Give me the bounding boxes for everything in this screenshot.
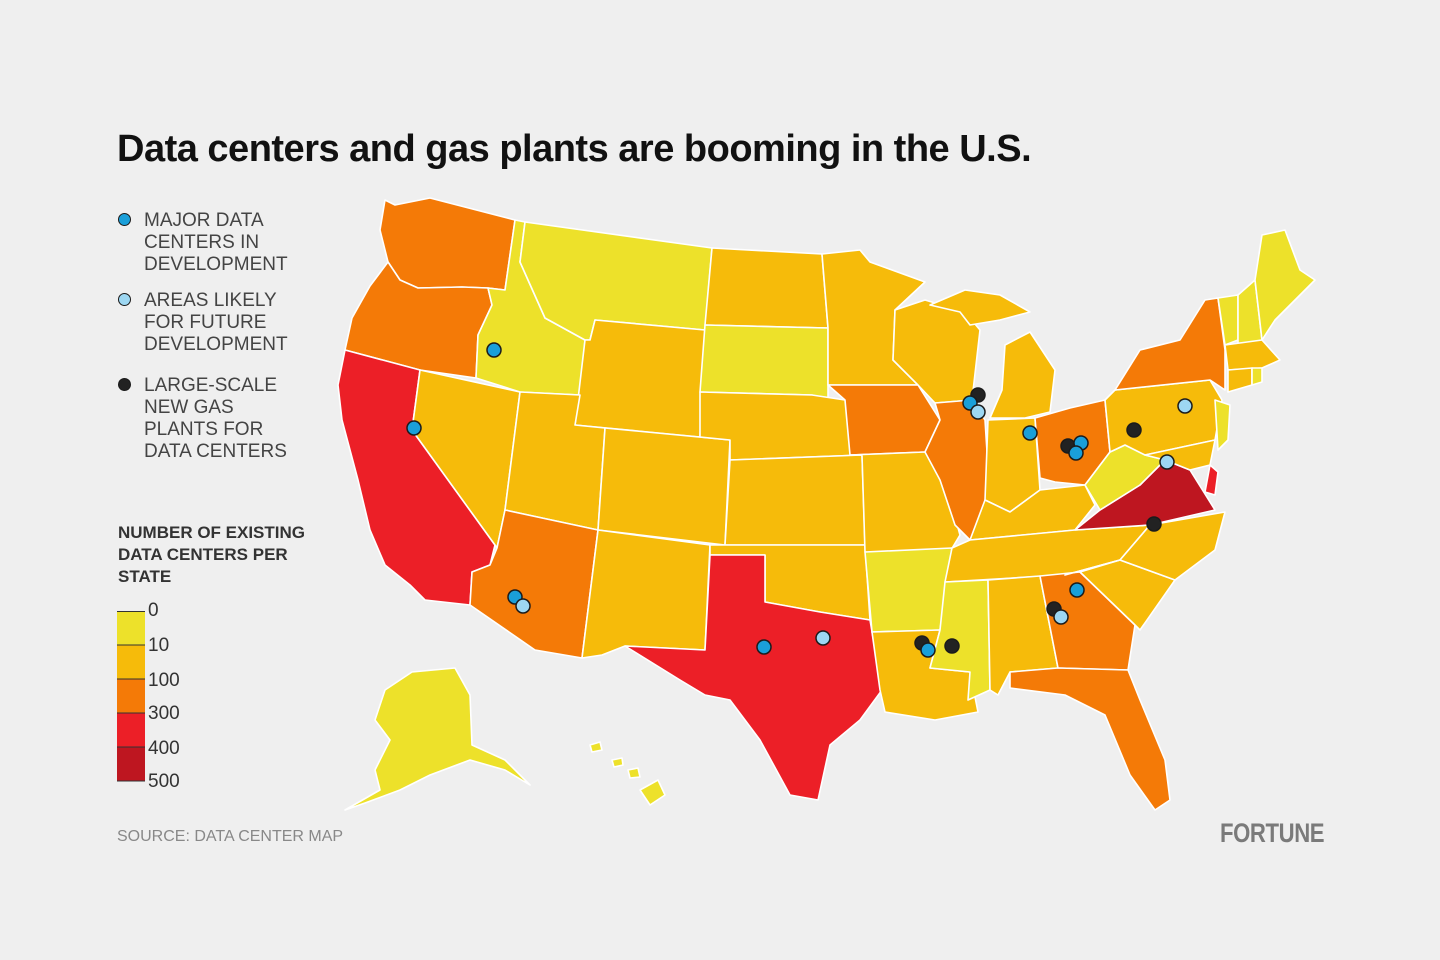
state-massachusetts — [1224, 339, 1281, 371]
scale-label-300: 300 — [148, 703, 180, 724]
state-maine — [1254, 229, 1316, 341]
marker-future-maryland — [1159, 454, 1175, 470]
scale-label-10: 10 — [148, 635, 170, 656]
state-rhode-island — [1251, 367, 1263, 386]
state-washington — [379, 197, 516, 291]
state-kansas — [724, 454, 866, 546]
state-arkansas — [864, 547, 953, 633]
page-title: Data centers and gas plants are booming … — [117, 128, 1032, 170]
marker-major-idaho — [486, 342, 502, 358]
state-texas — [624, 554, 883, 801]
state-north-carolina — [1064, 511, 1226, 581]
source-note: SOURCE: DATA CENTER MAP — [117, 828, 344, 845]
legend-label: LARGE-SCALE NEW GAS PLANTS FOR DATA CENT… — [144, 375, 287, 462]
state-wyoming — [574, 319, 706, 438]
state-hawaii-islands — [589, 741, 641, 779]
marker-gas-pennsylvania — [1126, 422, 1142, 438]
marker-gas-virginia — [1146, 516, 1162, 532]
marker-major-texas — [756, 639, 772, 655]
marker-future-pennsylvania — [1177, 398, 1193, 414]
scale-band-2 — [117, 679, 145, 713]
blue-dot-icon — [118, 213, 131, 226]
state-connecticut — [1227, 367, 1253, 393]
scale-label-0: 0 — [148, 600, 159, 621]
scale-band-1 — [117, 645, 145, 679]
legend-item-future-development: AREAS LIKELY FOR FUTURE DEVELOPMENT — [118, 290, 304, 356]
legend-item-major-data-centers: MAJOR DATA CENTERS IN DEVELOPMENT — [118, 210, 304, 276]
scale-label-500: 500 — [148, 771, 180, 792]
legend-label: AREAS LIKELY FOR FUTURE DEVELOPMENT — [144, 290, 288, 355]
scale-label-400: 400 — [148, 738, 180, 759]
scale-band-0 — [117, 611, 145, 645]
marker-major-louisiana — [920, 642, 936, 658]
marker-future-georgia — [1053, 609, 1069, 625]
light-blue-dot-icon — [118, 293, 131, 306]
legend-label: MAJOR DATA CENTERS IN DEVELOPMENT — [144, 210, 288, 275]
marker-major-indiana — [1022, 425, 1038, 441]
legend-item-gas-plants: LARGE-SCALE NEW GAS PLANTS FOR DATA CENT… — [118, 375, 304, 463]
state-hawaii-main — [639, 779, 666, 806]
marker-major-nevada — [406, 420, 422, 436]
black-dot-icon — [118, 378, 131, 391]
state-new-jersey — [1214, 399, 1231, 451]
state-new-york — [1114, 297, 1226, 391]
marker-future-texas — [815, 630, 831, 646]
scale-band-4 — [117, 747, 145, 781]
state-new-mexico — [581, 529, 711, 659]
marker-future-arizona — [515, 598, 531, 614]
state-delaware — [1204, 464, 1219, 496]
state-south-dakota — [699, 324, 829, 401]
state-alaska — [344, 667, 531, 811]
scale-band-3 — [117, 713, 145, 747]
state-north-dakota — [704, 247, 829, 329]
state-michigan-upper — [929, 289, 1031, 326]
color-scale-title: NUMBER OF EXISTING DATA CENTERS PER STAT… — [118, 523, 306, 586]
state-florida — [1009, 667, 1171, 811]
state-michigan — [989, 331, 1056, 419]
state-colorado — [597, 427, 731, 546]
marker-gas-mississippi — [944, 638, 960, 654]
color-scale — [117, 611, 145, 782]
marker-future-chicago — [970, 404, 986, 420]
fortune-logo: FORTUNE — [1220, 818, 1325, 848]
marker-major-ohio-2 — [1068, 445, 1084, 461]
marker-major-georgia — [1069, 582, 1085, 598]
scale-label-100: 100 — [148, 670, 180, 691]
